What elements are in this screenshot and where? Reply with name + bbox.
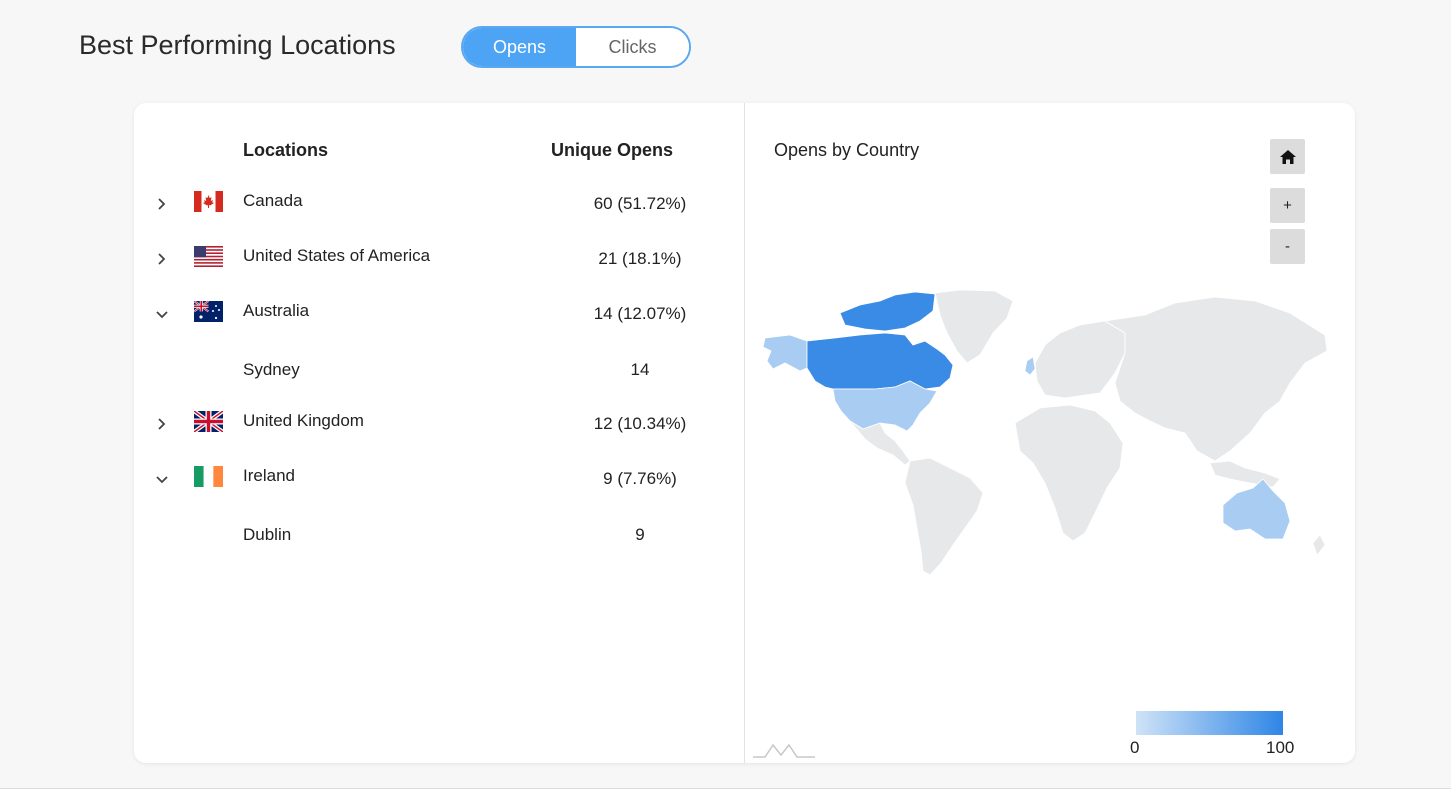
map-country-canada[interactable] bbox=[806, 332, 954, 390]
map-country-australia[interactable] bbox=[1222, 478, 1291, 540]
chevron-right-icon[interactable] bbox=[154, 251, 170, 267]
chevron-down-icon[interactable] bbox=[154, 306, 170, 322]
map-continent-europe[interactable] bbox=[1034, 320, 1126, 399]
map-country-new-zealand[interactable] bbox=[1312, 534, 1326, 556]
map-continent-asia[interactable] bbox=[1103, 296, 1328, 462]
uk-flag bbox=[194, 411, 223, 432]
chevron-right-icon[interactable] bbox=[154, 196, 170, 212]
usa-flag bbox=[194, 246, 223, 267]
map-zoom-in-button[interactable]: + bbox=[1270, 188, 1305, 223]
location-value: 12 (10.34%) bbox=[593, 414, 687, 433]
table-row[interactable]: Ireland 9 (7.76%) bbox=[134, 466, 744, 506]
opens-toggle-button[interactable]: Opens bbox=[463, 28, 576, 66]
legend-max: 100 bbox=[1266, 738, 1295, 757]
city-name: Dublin bbox=[243, 525, 292, 544]
location-value: 14 (12.07%) bbox=[593, 304, 687, 323]
map-country-alaska[interactable] bbox=[762, 334, 808, 372]
legend-min: 0 bbox=[1130, 738, 1140, 757]
table-row[interactable]: Australia 14 (12.07%) bbox=[134, 301, 744, 341]
map-country-greenland[interactable] bbox=[934, 289, 1014, 364]
map-title: Opens by Country bbox=[774, 140, 920, 160]
location-name: Canada bbox=[243, 191, 303, 210]
chevron-right-icon[interactable] bbox=[154, 416, 170, 432]
location-value: 9 (7.76%) bbox=[603, 469, 677, 488]
metric-toggle: Opens Clicks bbox=[461, 26, 691, 68]
table-row[interactable]: United States of America 21 (18.1%) bbox=[134, 246, 744, 286]
legend-gradient bbox=[1136, 711, 1283, 735]
map-continent-africa[interactable] bbox=[1014, 404, 1124, 542]
map-credit-logo[interactable] bbox=[751, 735, 817, 761]
location-name: United States of America bbox=[243, 246, 431, 265]
map-region-southeast-asia[interactable] bbox=[1209, 460, 1281, 488]
table-row: Sydney 14 bbox=[134, 360, 744, 400]
location-name: United Kingdom bbox=[243, 411, 364, 430]
australia-flag bbox=[194, 301, 223, 322]
home-icon bbox=[1279, 149, 1296, 164]
map-continent-south-america[interactable] bbox=[904, 457, 984, 576]
location-value: 21 (18.1%) bbox=[598, 249, 682, 268]
map-zoom-out-button[interactable]: - bbox=[1270, 229, 1305, 264]
location-name: Australia bbox=[243, 301, 310, 320]
map-home-button[interactable] bbox=[1270, 139, 1305, 174]
city-value: 14 bbox=[630, 360, 650, 379]
page-title: Best Performing Locations bbox=[79, 30, 396, 60]
map-country-uk[interactable] bbox=[1024, 356, 1036, 376]
location-value: 60 (51.72%) bbox=[593, 194, 687, 213]
locations-card: Locations Unique Opens Canada 60 (51.72%… bbox=[134, 103, 1355, 763]
table-row[interactable]: Canada 60 (51.72%) bbox=[134, 191, 744, 231]
canada-flag bbox=[194, 191, 223, 212]
map-country-canada-islands[interactable] bbox=[839, 291, 936, 332]
map-country-mexico[interactable] bbox=[849, 420, 911, 466]
city-name: Sydney bbox=[243, 360, 300, 379]
chevron-down-icon[interactable] bbox=[154, 471, 170, 487]
table-row: Dublin 9 bbox=[134, 525, 744, 565]
map-country-usa[interactable] bbox=[832, 380, 938, 432]
table-row[interactable]: United Kingdom 12 (10.34%) bbox=[134, 411, 744, 451]
clicks-toggle-button[interactable]: Clicks bbox=[576, 28, 689, 66]
city-value: 9 bbox=[635, 525, 645, 544]
location-name: Ireland bbox=[243, 466, 295, 485]
locations-column-header: Locations bbox=[243, 140, 329, 160]
panel-divider bbox=[744, 103, 745, 763]
ireland-flag bbox=[194, 466, 223, 487]
world-map[interactable] bbox=[745, 283, 1331, 583]
unique-opens-column-header: Unique Opens bbox=[551, 140, 674, 160]
